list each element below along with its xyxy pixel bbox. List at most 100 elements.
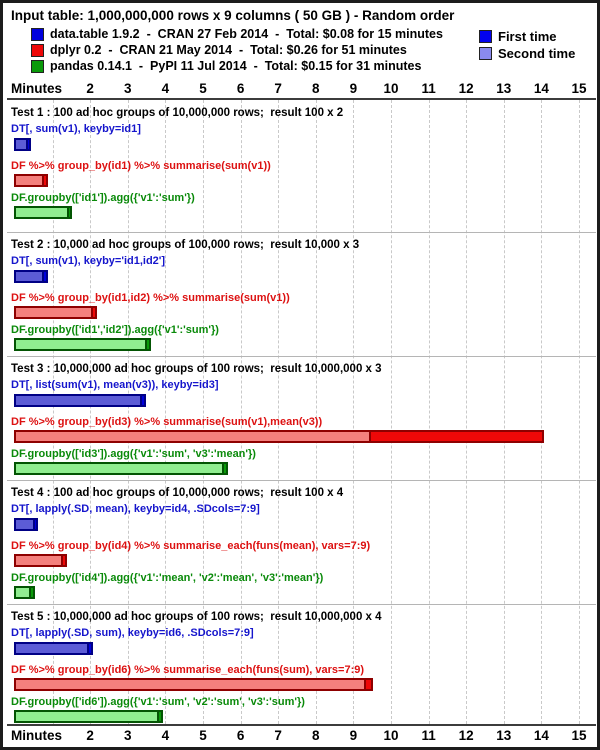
chart-plot-area: Test 1 : 100 ad hoc groups of 10,000,000… xyxy=(3,100,600,724)
bar-pandas-first-time xyxy=(14,462,229,475)
axis-tick-3: 3 xyxy=(124,728,132,743)
axis-tick-6: 6 xyxy=(236,81,245,96)
gridline-minute-15 xyxy=(579,100,580,724)
axis-tick-2: 2 xyxy=(86,81,94,96)
axis-tick-15: 15 xyxy=(571,81,587,96)
axis-tick-5: 5 xyxy=(199,728,207,743)
gridline-minute-5 xyxy=(203,100,204,724)
axis-tick-9: 9 xyxy=(349,728,358,743)
second-time-swatch xyxy=(479,47,492,60)
bar-pandas-first-time xyxy=(14,206,73,219)
axis-tick-7: 7 xyxy=(274,81,282,96)
bar-pandas-second-time xyxy=(16,464,225,473)
axis-tick-12: 12 xyxy=(458,728,474,743)
bar-pandas-second-time xyxy=(16,712,159,721)
dplyr-color-swatch xyxy=(31,44,44,57)
test-section-5: Test 5 : 10,000,000 ad hoc groups of 100… xyxy=(3,604,600,728)
gridline-minute-3 xyxy=(127,100,129,724)
code-label-data.table: DT[, lapply(.SD, mean), keyby=id4, .SDco… xyxy=(11,503,260,515)
bar-dplyr-second-time xyxy=(16,680,366,689)
code-label-pandas: DF.groupby(['id1','id2']).agg({'v1':'sum… xyxy=(11,324,219,336)
gridline-minute-13 xyxy=(503,100,505,724)
code-label-dplyr: DF %>% group_by(id4) %>% summarise_each(… xyxy=(11,540,371,552)
axis-tick-15: 15 xyxy=(571,728,587,743)
test-title-3: Test 3 : 10,000,000 ad hoc groups of 100… xyxy=(11,363,382,375)
bar-dplyr-second-time xyxy=(16,308,93,317)
gridline-minute-8 xyxy=(315,100,317,724)
bar-data.table-second-time xyxy=(16,644,90,653)
test-section-2: Test 2 : 10,000 ad hoc groups of 100,000… xyxy=(3,232,600,356)
bar-dplyr-first-time xyxy=(14,174,48,187)
test-section-1: Test 1 : 100 ad hoc groups of 10,000,000… xyxy=(3,100,600,224)
bar-pandas-first-time xyxy=(14,338,152,351)
section-separator xyxy=(7,356,596,357)
bar-pandas-second-time xyxy=(16,340,148,349)
test-section-4: Test 4 : 100 ad hoc groups of 10,000,000… xyxy=(3,480,600,604)
axis-tick-4: 4 xyxy=(161,81,170,96)
axis-tick-10: 10 xyxy=(383,728,399,743)
code-label-dplyr: DF %>% group_by(id1) %>% summarise(sum(v… xyxy=(11,160,271,172)
test-title-5: Test 5 : 10,000,000 ad hoc groups of 100… xyxy=(11,611,382,623)
axis-minutes-label: Minutes xyxy=(11,728,63,743)
axis-tick-8: 8 xyxy=(312,728,320,743)
code-label-dplyr: DF %>% group_by(id6) %>% summarise_each(… xyxy=(11,664,365,676)
bar-data.table-first-time xyxy=(14,518,39,531)
bar-data.table-first-time xyxy=(14,642,93,655)
code-label-pandas: DF.groupby(['id1']).agg({'v1':'sum'}) xyxy=(11,192,195,204)
axis-tick-2: 2 xyxy=(86,728,94,743)
test-section-3: Test 3 : 10,000,000 ad hoc groups of 100… xyxy=(3,356,600,480)
chart-title: Input table: 1,000,000,000 rows x 9 colu… xyxy=(11,8,455,23)
bar-pandas-first-time xyxy=(14,586,35,599)
first-time-swatch xyxy=(479,30,492,43)
bar-pandas-second-time xyxy=(16,588,32,597)
bar-data.table-first-time xyxy=(14,138,31,151)
test-title-2: Test 2 : 10,000 ad hoc groups of 100,000… xyxy=(11,239,360,251)
axis-tick-14: 14 xyxy=(533,728,549,743)
gridline-minute-10 xyxy=(391,100,392,724)
axis-tick-9: 9 xyxy=(349,81,358,96)
axis-tick-13: 13 xyxy=(496,81,512,96)
axis-tick-14: 14 xyxy=(533,81,549,96)
bar-dplyr-second-time xyxy=(16,432,371,441)
pandas-legend-label: pandas 0.14.1 - PyPI 11 Jul 2014 - Total… xyxy=(50,59,422,73)
code-label-pandas: DF.groupby(['id3']).agg({'v1':'sum', 'v3… xyxy=(11,448,256,460)
gridline-minute-6 xyxy=(240,100,242,724)
first-time-label: First time xyxy=(498,29,557,44)
code-label-data.table: DT[, sum(v1), keyby=id1] xyxy=(11,123,141,135)
gridline-minute-9 xyxy=(353,100,355,724)
bar-dplyr-first-time xyxy=(14,678,374,691)
axis-tick-11: 11 xyxy=(421,728,436,743)
gridline-minute-7 xyxy=(278,100,280,724)
axis-tick-6: 6 xyxy=(236,728,245,743)
axis-tick-12: 12 xyxy=(458,81,474,96)
axis-tick-8: 8 xyxy=(312,81,320,96)
second-time-label: Second time xyxy=(498,46,576,61)
code-label-data.table: DT[, list(sum(v1), mean(v3)), keyby=id3] xyxy=(11,379,219,391)
bar-dplyr-first-time xyxy=(14,430,545,443)
bar-pandas-first-time xyxy=(14,710,163,723)
bar-dplyr-second-time xyxy=(16,556,63,565)
code-label-pandas: DF.groupby(['id6']).agg({'v1':'sum', 'v2… xyxy=(11,696,305,708)
section-separator xyxy=(7,232,596,233)
bar-dplyr-first-time xyxy=(14,554,67,567)
axis-tick-3: 3 xyxy=(124,81,132,96)
gridline-minute-2 xyxy=(90,100,92,724)
code-label-pandas: DF.groupby(['id4']).agg({'v1':'mean', 'v… xyxy=(11,572,324,584)
gridline-minute-12 xyxy=(466,100,468,724)
axis-minutes-label: Minutes xyxy=(11,81,63,96)
axis-bottom-line xyxy=(7,724,596,726)
test-title-4: Test 4 : 100 ad hoc groups of 10,000,000… xyxy=(11,487,344,499)
axis-tick-5: 5 xyxy=(199,81,207,96)
code-label-data.table: DT[, sum(v1), keyby='id1,id2'] xyxy=(11,255,166,267)
code-label-data.table: DT[, lapply(.SD, sum), keyby=id6, .SDcol… xyxy=(11,627,254,639)
axis-tick-7: 7 xyxy=(274,728,282,743)
bar-data.table-second-time xyxy=(16,140,29,149)
gridline-minute-14 xyxy=(541,100,543,724)
bar-dplyr-second-time xyxy=(16,176,45,185)
gridline-minute-4 xyxy=(165,100,167,724)
bar-data.table-second-time xyxy=(16,396,142,405)
gridline-minute-11 xyxy=(428,100,430,724)
axis-tick-13: 13 xyxy=(496,728,512,743)
axis-tick-4: 4 xyxy=(161,728,170,743)
